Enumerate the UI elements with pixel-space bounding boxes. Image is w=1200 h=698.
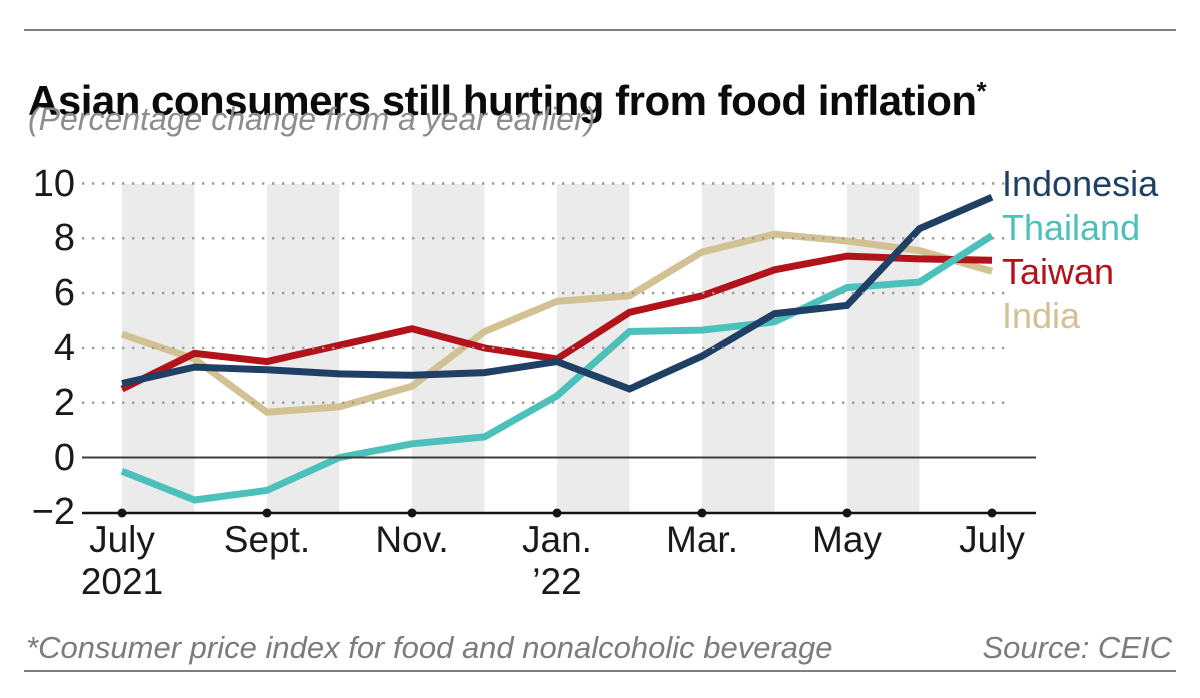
- x-tick-label: May: [812, 519, 882, 560]
- tick-dot: [842, 508, 852, 518]
- x-tick-label: Jan.: [522, 519, 592, 560]
- y-tick-label: 0: [53, 437, 75, 479]
- footer: *Consumer price index for food and nonal…: [26, 630, 1172, 666]
- top-rule: [24, 29, 1176, 31]
- title-asterisk: *: [976, 76, 987, 107]
- series-line-thailand: [120, 232, 994, 504]
- series-line-indonesia: [121, 193, 994, 393]
- chart-title: Asian consumers still hurting from food …: [28, 76, 987, 125]
- y-tick-label: 4: [53, 327, 75, 369]
- legend-label-india: India: [1002, 295, 1081, 336]
- tick-dot: [407, 508, 417, 518]
- tick-dot: [987, 508, 997, 518]
- x-tick-label: Nov.: [375, 519, 449, 560]
- x-tick-label: July: [959, 519, 1025, 560]
- chart-title-text: Asian consumers still hurting from food …: [28, 77, 977, 125]
- x-tick-label: 2021: [80, 561, 164, 602]
- tick-dot: [552, 508, 562, 518]
- footnote: *Consumer price index for food and nonal…: [26, 630, 833, 665]
- y-tick-label: 6: [53, 272, 75, 314]
- source-credit: Source: CEIC: [982, 630, 1172, 665]
- x-tick-label: Sept.: [223, 519, 311, 560]
- legend-label-thailand: Thailand: [1002, 207, 1141, 248]
- x-tick-label: Mar.: [666, 519, 738, 560]
- tick-dot: [117, 508, 127, 518]
- y-tick-label: 8: [53, 217, 75, 259]
- legend-label-taiwan: Taiwan: [1002, 251, 1115, 292]
- legend-label-indonesia: Indonesia: [1002, 163, 1159, 204]
- y-tick-label: 10: [32, 163, 75, 205]
- x-tick-label: ’22: [532, 561, 582, 602]
- tick-dot: [262, 508, 272, 518]
- tick-dot: [697, 508, 707, 518]
- x-tick-label: July: [89, 519, 155, 560]
- y-tick-label: 2: [53, 382, 75, 424]
- bottom-rule: [24, 670, 1176, 672]
- y-tick-label: −2: [31, 491, 75, 533]
- series-line-india: [120, 230, 993, 416]
- chart-subtitle: (Percentage change from a year earlier): [28, 101, 596, 137]
